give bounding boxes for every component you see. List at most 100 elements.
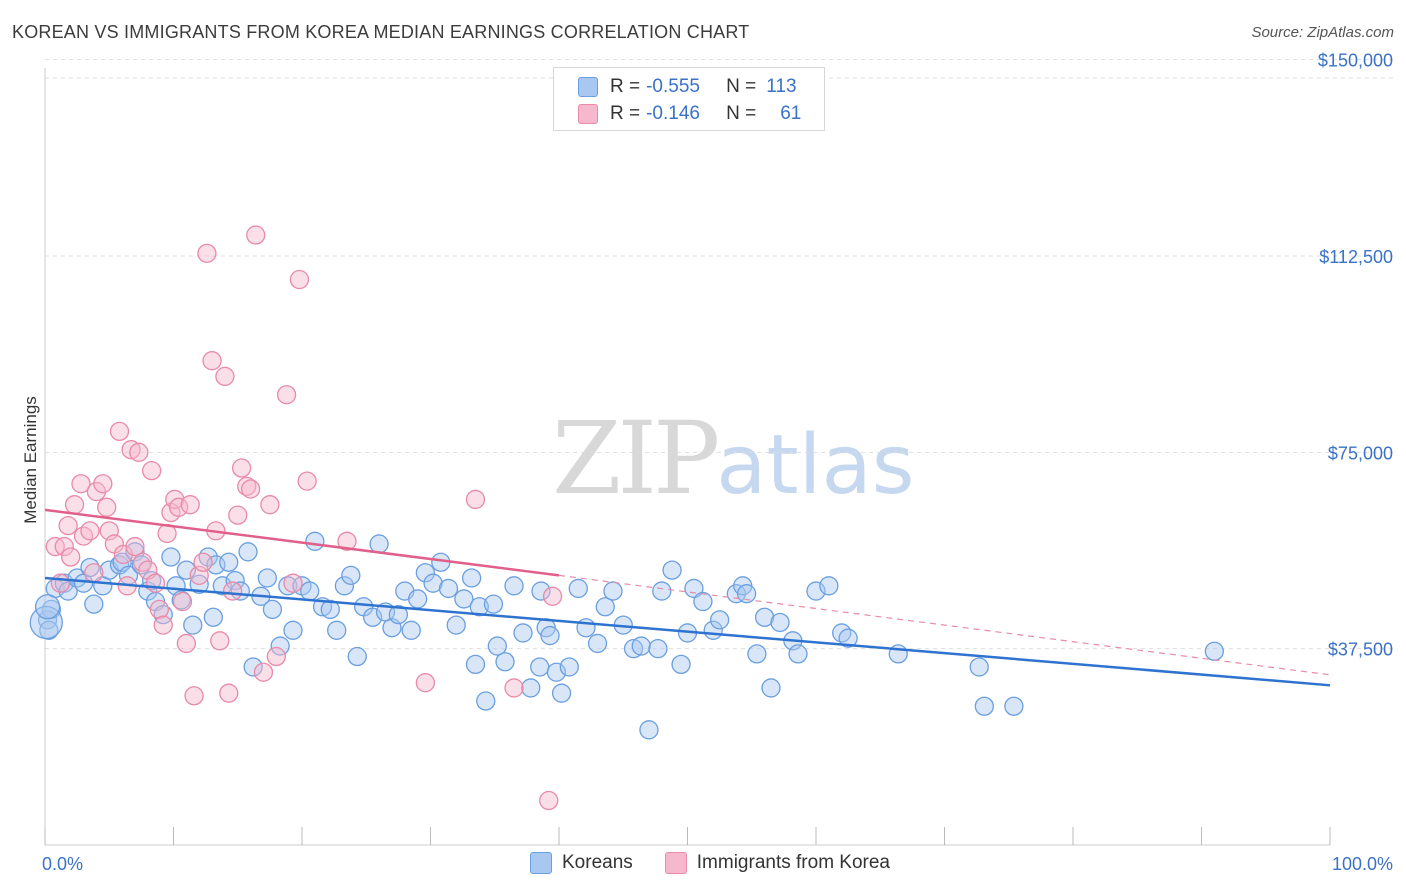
legend-swatch-immigrants — [578, 104, 598, 124]
point-immigrants — [542, 586, 563, 606]
point-koreans — [726, 584, 746, 604]
point-koreans — [300, 581, 320, 601]
point-immigrants — [71, 474, 91, 494]
legend-swatch-immigrants — [664, 852, 687, 874]
point-koreans — [513, 623, 533, 643]
point-koreans — [709, 610, 730, 630]
point-koreans — [648, 639, 668, 659]
legend-n-label: N = — [726, 76, 757, 97]
trend-line-koreans — [44, 576, 1331, 687]
point-koreans — [838, 628, 858, 648]
point-immigrants — [73, 526, 94, 546]
legend-n-label: N = — [726, 103, 757, 124]
point-koreans — [788, 644, 808, 664]
point-koreans — [84, 594, 104, 614]
point-koreans — [198, 547, 218, 567]
point-immigrants — [246, 225, 266, 245]
watermark-atlas: atlas — [716, 418, 915, 513]
point-koreans — [369, 534, 389, 554]
point-immigrants — [172, 591, 193, 612]
y-tick-label: $37,500 — [1328, 640, 1393, 660]
series-legend: Koreans Immigrants from Korea — [530, 852, 922, 874]
legend-r-label: R = — [610, 76, 641, 97]
point-immigrants — [504, 678, 524, 698]
point-koreans — [446, 615, 466, 635]
point-immigrants — [465, 489, 486, 510]
watermark: ZIPatlas — [552, 400, 914, 517]
point-koreans — [819, 576, 839, 596]
point-koreans — [761, 678, 781, 698]
point-koreans — [347, 646, 367, 667]
y-tick-label: $75,000 — [1328, 443, 1393, 463]
point-koreans — [341, 565, 361, 586]
point-koreans — [504, 576, 524, 596]
point-koreans — [521, 678, 541, 698]
point-koreans — [270, 636, 290, 656]
trend-line-extension-immigrants — [558, 574, 1331, 676]
point-koreans — [58, 581, 78, 601]
point-koreans — [238, 542, 258, 562]
point-koreans — [243, 657, 263, 677]
point-immigrants — [222, 581, 243, 601]
point-koreans — [465, 654, 486, 675]
legend-r-value: -0.146 — [646, 103, 700, 124]
point-koreans — [320, 599, 340, 620]
point-immigrants — [415, 673, 436, 693]
legend-r-label: R = — [610, 103, 641, 124]
point-koreans — [568, 578, 588, 599]
legend-row-immigrants: R = -0.146 N = 61 — [554, 100, 801, 128]
point-immigrants — [113, 544, 134, 565]
point-immigrants — [240, 479, 261, 499]
point-koreans — [587, 633, 608, 654]
point-immigrants — [297, 471, 317, 491]
point-koreans — [631, 636, 651, 656]
point-immigrants — [219, 683, 239, 703]
point-koreans — [495, 652, 515, 672]
point-immigrants — [276, 385, 297, 405]
point-immigrants — [58, 515, 78, 536]
point-immigrants — [197, 243, 217, 264]
point-koreans — [770, 612, 790, 633]
y-tick-label: $112,500 — [1319, 247, 1393, 267]
point-koreans — [483, 594, 504, 614]
point-immigrants — [109, 421, 130, 442]
point-koreans — [693, 591, 713, 612]
point-koreans — [487, 636, 507, 656]
point-koreans — [469, 597, 489, 617]
point-immigrants — [266, 646, 286, 667]
point-koreans — [257, 568, 277, 588]
point-koreans — [161, 547, 181, 567]
legend-swatch-koreans — [530, 852, 552, 874]
point-koreans — [530, 657, 550, 677]
point-immigrants — [337, 531, 357, 551]
point-immigrants — [228, 505, 248, 525]
point-immigrants — [50, 573, 71, 593]
point-immigrants — [253, 662, 274, 682]
point-immigrants — [289, 269, 310, 290]
y-axis-label: Median Earnings — [21, 396, 40, 524]
point-immigrants — [86, 481, 107, 502]
legend-item-koreans[interactable]: Koreans — [530, 852, 633, 874]
point-immigrants — [149, 599, 170, 620]
point-immigrants — [168, 497, 189, 517]
point-koreans — [219, 552, 239, 572]
y-tick-label: $150,000 — [1318, 51, 1393, 71]
point-koreans — [559, 657, 579, 677]
legend-item-immigrants[interactable]: Immigrants from Korea — [664, 852, 890, 874]
point-immigrants — [215, 366, 235, 387]
point-koreans — [1004, 696, 1024, 716]
point-immigrants — [153, 615, 173, 635]
point-koreans — [671, 654, 691, 675]
point-koreans — [974, 696, 994, 716]
point-koreans — [531, 581, 551, 601]
point-koreans — [969, 657, 989, 677]
point-immigrants — [125, 536, 145, 557]
point-koreans — [1204, 641, 1224, 661]
legend-r-value: -0.555 — [646, 76, 700, 97]
point-koreans — [278, 576, 298, 596]
point-koreans — [684, 578, 704, 599]
point-koreans — [623, 639, 644, 659]
point-koreans — [283, 620, 303, 640]
point-koreans — [305, 531, 325, 551]
